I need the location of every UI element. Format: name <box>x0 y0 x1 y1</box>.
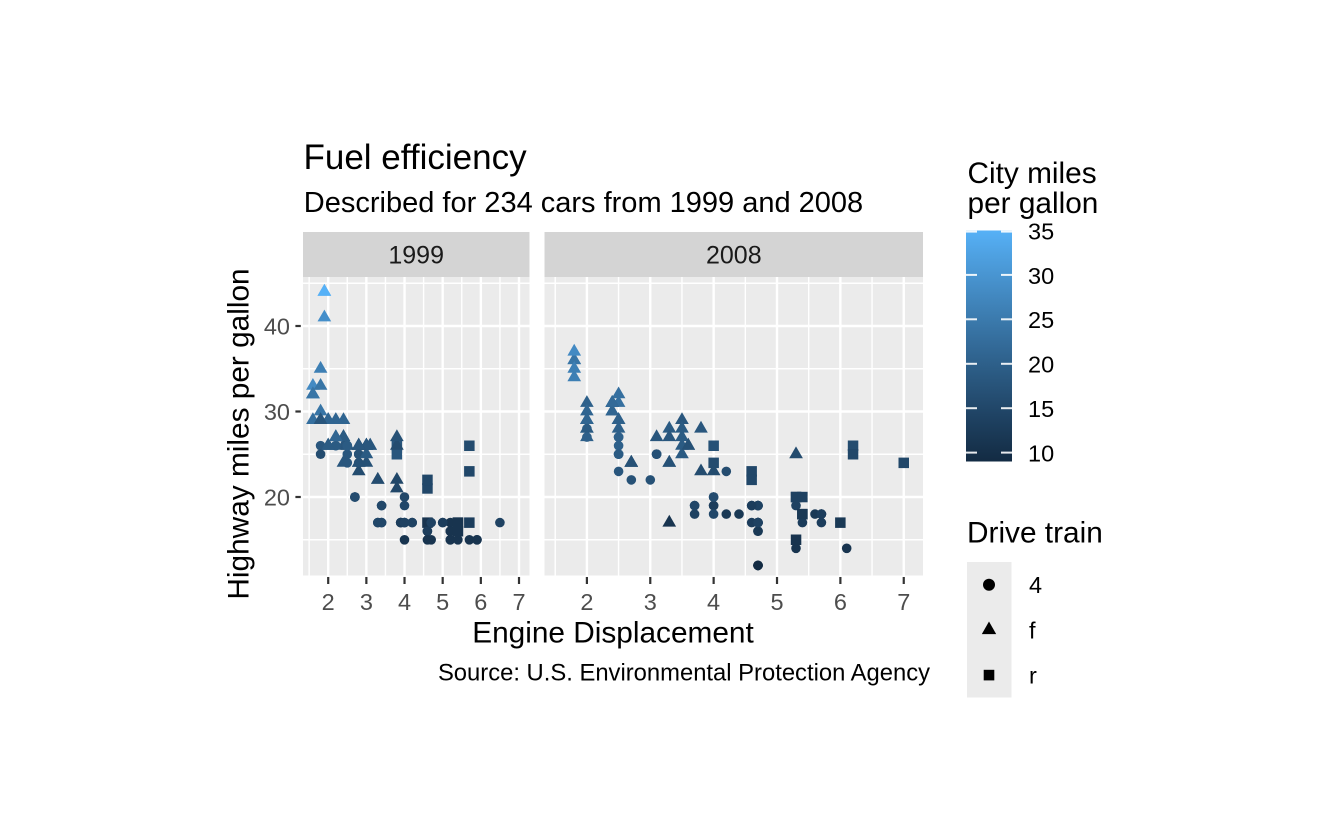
svg-text:Source: U.S. Environmental Pro: Source: U.S. Environmental Protection Ag… <box>438 660 930 687</box>
svg-text:r: r <box>1029 663 1037 689</box>
svg-text:5: 5 <box>770 589 783 615</box>
svg-text:5: 5 <box>436 589 449 615</box>
svg-text:25: 25 <box>1028 307 1054 333</box>
svg-text:7: 7 <box>512 589 525 615</box>
svg-text:1999: 1999 <box>388 242 444 270</box>
svg-text:20: 20 <box>264 484 290 510</box>
svg-text:Fuel efficiency: Fuel efficiency <box>304 138 528 177</box>
svg-text:2: 2 <box>322 589 335 615</box>
svg-text:6: 6 <box>474 589 487 615</box>
svg-text:4: 4 <box>707 589 720 615</box>
svg-text:30: 30 <box>264 399 290 425</box>
svg-text:Engine Displacement: Engine Displacement <box>472 616 754 649</box>
svg-text:2: 2 <box>580 589 593 615</box>
svg-text:Highway miles per gallon: Highway miles per gallon <box>223 268 256 599</box>
svg-text:35: 35 <box>1028 218 1054 244</box>
svg-text:City miles: City miles <box>968 157 1097 190</box>
svg-text:4: 4 <box>1029 572 1042 598</box>
svg-text:10: 10 <box>1028 441 1054 467</box>
svg-text:Drive train: Drive train <box>967 516 1103 549</box>
svg-text:15: 15 <box>1028 396 1054 422</box>
svg-text:4: 4 <box>398 589 411 615</box>
svg-text:7: 7 <box>897 589 910 615</box>
svg-text:30: 30 <box>1028 263 1054 289</box>
svg-text:Described for 234 cars from 19: Described for 234 cars from 1999 and 200… <box>304 187 863 219</box>
svg-text:per gallon: per gallon <box>968 187 1099 220</box>
svg-text:6: 6 <box>834 589 847 615</box>
svg-text:2008: 2008 <box>706 242 762 270</box>
svg-text:40: 40 <box>264 313 290 339</box>
svg-text:3: 3 <box>644 589 657 615</box>
svg-text:3: 3 <box>360 589 373 615</box>
svg-text:20: 20 <box>1028 352 1054 378</box>
svg-text:f: f <box>1029 617 1036 643</box>
